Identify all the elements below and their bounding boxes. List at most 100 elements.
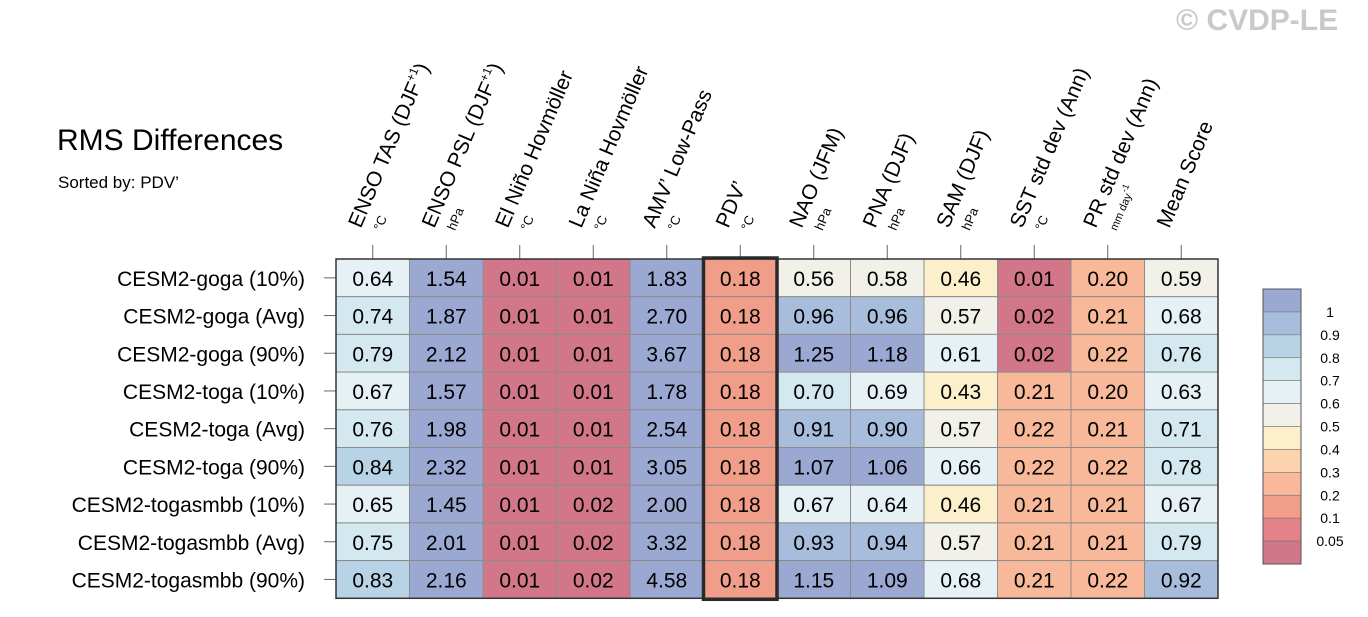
cell-value-label: 0.68 — [940, 569, 981, 592]
cell-value-label: 0.67 — [352, 381, 393, 404]
heatmap-cell — [1144, 484, 1219, 524]
cell-value-label: 0.01 — [499, 569, 540, 592]
colorbar-box — [1262, 449, 1302, 473]
heatmap-cell — [629, 371, 704, 411]
cell-value-label: 0.64 — [867, 494, 908, 517]
colorbar-label: 0.1 — [1320, 510, 1340, 526]
cell-value-label: 0.01 — [499, 381, 540, 404]
colorbar-label: 0.05 — [1316, 533, 1343, 549]
colorbar-label: 0.8 — [1320, 350, 1340, 366]
row-label: CESM2-goga (10%) — [117, 268, 305, 291]
column-label: SAM (DJF)hPa — [932, 126, 994, 232]
heatmap-cell — [850, 484, 925, 524]
colorbar-box — [1262, 517, 1302, 542]
cell-value-label: 3.67 — [646, 343, 687, 366]
row-labels: CESM2-goga (10%) CESM2-goga (Avg) CESM2-go… — [72, 268, 336, 592]
cell-value-label: 0.78 — [1161, 456, 1202, 479]
heatmap-cell — [923, 409, 998, 448]
cell-value-label: 0.76 — [352, 419, 393, 442]
heatmap-cell — [629, 333, 704, 373]
watermark: © CVDP-LE — [1176, 4, 1339, 37]
column-unit-label: °C — [517, 213, 537, 232]
cell-value-label: 0.02 — [1014, 343, 1055, 366]
heatmap-cell — [997, 371, 1072, 411]
cell-value-label: 0.68 — [1161, 306, 1202, 329]
heatmap-cell — [850, 296, 925, 335]
row-label: CESM2-goga (Avg) — [123, 306, 305, 329]
cell-value-label: 0.20 — [1087, 381, 1128, 404]
cell-value-label: 0.66 — [940, 456, 981, 479]
cell-value-label: 0.01 — [573, 268, 614, 291]
column-unit-label: °C — [1032, 213, 1052, 232]
heatmap-cell — [1070, 447, 1145, 486]
heatmap-cell — [1070, 296, 1145, 335]
heatmap-cell — [1070, 522, 1145, 562]
heatmap-cell — [1144, 522, 1219, 562]
cell-value-label: 2.70 — [646, 306, 687, 329]
heatmap-cell — [629, 560, 704, 599]
heatmap-cell — [923, 333, 998, 373]
cell-value-label: 0.01 — [499, 268, 540, 291]
heatmap-cell — [482, 447, 557, 486]
cell-value-label: 1.15 — [793, 569, 834, 592]
cell-value-label: 0.01 — [499, 343, 540, 366]
heatmap-cell — [997, 333, 1072, 373]
cell-value-label: 0.46 — [940, 494, 981, 517]
heatmap-cell — [850, 409, 925, 448]
column-label-text: AMV’ Low-Pass — [638, 86, 717, 231]
heatmap-cell — [776, 409, 851, 448]
row-label: CESM2-togasmbb (Avg) — [78, 532, 305, 555]
cell-value-label: 0.01 — [573, 419, 614, 442]
heatmap-cell — [556, 560, 631, 599]
cell-value-label: 0.69 — [867, 381, 908, 404]
heatmap-cell — [997, 409, 1072, 448]
cell-value-label: 0.64 — [352, 268, 393, 291]
chart-subtitle: Sorted by: PDV’ — [58, 173, 179, 192]
colorbar-label: 0.6 — [1320, 396, 1340, 412]
heatmap-cell — [1070, 333, 1145, 373]
cell-value-label: 1.54 — [426, 268, 467, 291]
cell-value-label: 0.71 — [1161, 419, 1202, 442]
cell-value-label: 2.00 — [646, 494, 687, 517]
heatmap-cell — [335, 333, 410, 373]
row-label: CESM2-togasmbb (10%) — [72, 494, 305, 517]
heatmap-cell — [850, 371, 925, 411]
cell-value-label: 0.01 — [573, 381, 614, 404]
cell-value-label: 0.21 — [1014, 381, 1055, 404]
cell-value-label: 0.57 — [940, 532, 981, 555]
colorbar-box — [1262, 540, 1302, 565]
column-label-text: ENSO TAS (DJF+1) — [342, 59, 434, 231]
heatmap-cell — [1070, 409, 1145, 448]
cell-value-label: 0.57 — [940, 306, 981, 329]
cell-value-label: 2.12 — [426, 343, 467, 366]
cell-value-label: 0.58 — [867, 268, 908, 291]
cell-value-label: 1.87 — [426, 306, 467, 329]
column-unit-label: °C — [370, 213, 390, 232]
cell-value-label: 0.01 — [573, 456, 614, 479]
highlight-column-border — [701, 256, 779, 602]
cell-value-label: 0.90 — [867, 419, 908, 442]
cell-value-label: 2.16 — [426, 569, 467, 592]
column-label: NAO (JFM)hPa — [785, 124, 848, 232]
heatmap-cell — [409, 560, 484, 599]
cell-value-label: 0.67 — [793, 494, 834, 517]
cell-value-label: 0.59 — [1161, 268, 1202, 291]
cell-value-label: 0.83 — [352, 569, 393, 592]
cell-value-label: 0.91 — [793, 419, 834, 442]
cell-value-label: 3.32 — [646, 532, 687, 555]
cell-value-label: 0.92 — [1161, 569, 1202, 592]
cell-value-label: 0.02 — [1014, 306, 1055, 329]
heatmap-cell — [335, 522, 410, 562]
cell-value-label: 0.01 — [499, 532, 540, 555]
cell-value-label: 0.21 — [1087, 306, 1128, 329]
cell-value-label: 0.70 — [793, 381, 834, 404]
heatmap-cell — [629, 484, 704, 524]
cell-value-label: 0.74 — [352, 306, 393, 329]
heatmap-cell — [850, 258, 925, 298]
chart-title: RMS Differences — [57, 124, 284, 157]
cell-value-label: 4.58 — [646, 569, 687, 592]
heatmap-cell — [556, 296, 631, 335]
heatmap-cell — [923, 522, 998, 562]
heatmap-cell — [850, 560, 925, 599]
heatmap-cell — [482, 522, 557, 562]
